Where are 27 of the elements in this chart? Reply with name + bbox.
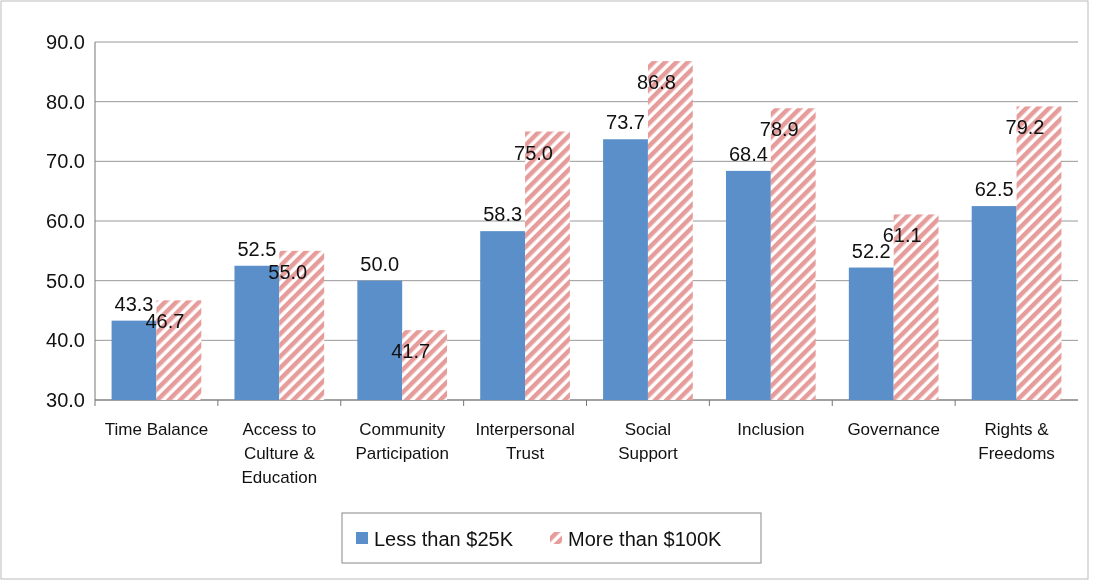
data-label: 52.5 xyxy=(237,237,277,260)
x-tick-label: Governance xyxy=(847,420,940,439)
x-tick-label: Community Participation xyxy=(355,420,449,463)
data-label: 73.7 xyxy=(606,111,645,134)
x-tick-label: Time Balance xyxy=(104,420,209,439)
x-tick-label: Access to Culture & Education xyxy=(241,420,318,487)
y-tick-label: 90.0 xyxy=(46,31,85,53)
data-label: 78.9 xyxy=(759,118,799,141)
data-label: 75.0 xyxy=(514,141,553,164)
x-tick-label: Rights & Freedoms xyxy=(978,420,1055,463)
y-tick-label: 40.0 xyxy=(46,329,85,352)
data-label: 58.3 xyxy=(483,203,523,226)
data-label: 79.2 xyxy=(1005,116,1045,139)
y-tick-label: 80.0 xyxy=(46,90,85,113)
x-tick-label: Interpersonal Trust xyxy=(475,420,575,463)
data-label: 68.4 xyxy=(728,142,768,165)
y-tick-label: 50.0 xyxy=(46,269,85,292)
data-label: 62.5 xyxy=(974,178,1014,201)
legend-label: Less than $25K xyxy=(374,528,514,550)
x-tick-label: Social Support xyxy=(618,420,678,463)
data-label: 86.8 xyxy=(636,71,676,94)
y-tick-label: 70.0 xyxy=(46,150,85,173)
y-tick-label: 60.0 xyxy=(46,210,85,232)
data-label: 50.0 xyxy=(360,252,400,275)
y-tick-label: 30.0 xyxy=(46,389,85,411)
x-tick-label: Inclusion xyxy=(737,420,805,439)
legend-label: More than $100K xyxy=(568,528,723,550)
